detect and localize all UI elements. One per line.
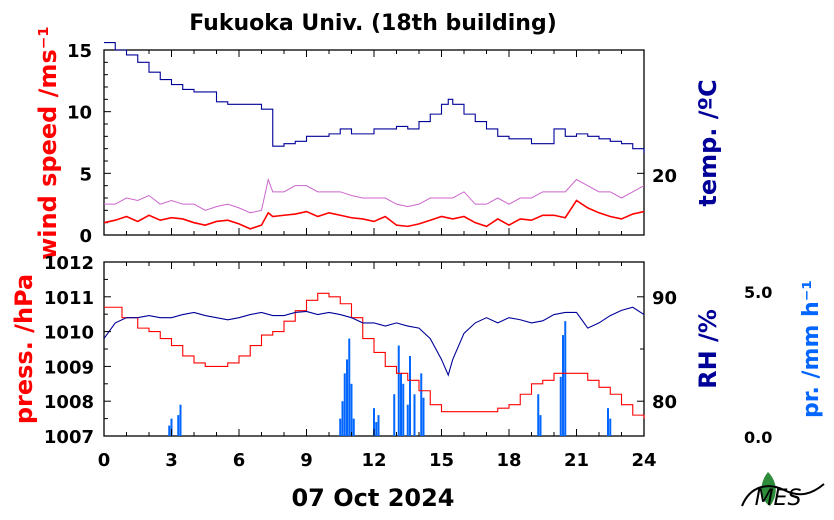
pressure-tick-label: 1011 — [44, 288, 94, 309]
precipitation-bar — [537, 394, 540, 436]
wind-speed-tick-label: 15 — [67, 41, 92, 62]
precipitation-bar — [375, 422, 378, 436]
pressure-tick-label: 1007 — [44, 427, 94, 448]
precipitation-bar — [177, 415, 180, 436]
precipitation-tick-zero: 0.0 — [744, 428, 772, 447]
precipitation-bar — [170, 418, 173, 436]
top-panel-ticks — [103, 49, 645, 236]
precipitation-bar — [400, 373, 402, 436]
pressure-line — [104, 292, 645, 419]
hour-tick-label: 15 — [429, 450, 454, 471]
date-label: 07 Oct 2024 — [291, 484, 454, 512]
humidity-axis-label: RH /% — [694, 309, 722, 389]
wind-speed-line — [103, 199, 645, 230]
temperature-axis-label: temp. /ºC — [694, 79, 722, 206]
wind-speed-tick-label: 10 — [67, 103, 92, 124]
pressure-tick-label: 1010 — [44, 323, 94, 344]
wind-speed-series — [103, 199, 645, 230]
precipitation-bar — [350, 383, 353, 436]
wind-speed-tick-label: 5 — [79, 164, 92, 185]
hour-tick-label: 0 — [98, 450, 111, 471]
precipitation-bar — [409, 355, 411, 436]
precipitation-bar — [352, 418, 355, 436]
temperature-line — [104, 42, 645, 154]
chart-title: Fukuoka Univ. (18th building) — [189, 11, 557, 36]
wind-speed-raw-line — [104, 177, 645, 214]
hour-tick-label: 6 — [233, 450, 246, 471]
top-panel-frame — [103, 49, 645, 236]
hour-tick-label: 3 — [165, 450, 178, 471]
pressure-tick-label: 1012 — [44, 253, 94, 274]
precipitation-bar — [562, 335, 564, 436]
precipitation-bar — [343, 373, 346, 436]
wind-speed-raw-series — [104, 177, 645, 214]
precipitation-bar — [420, 373, 423, 436]
precipitation-bar — [406, 404, 409, 436]
hour-tick-label: 12 — [361, 450, 386, 471]
logo-swoosh-icon — [741, 483, 825, 507]
humidity-tick-label: 90 — [652, 288, 677, 309]
temperature-tick-label: 20 — [652, 166, 677, 187]
precipitation-bar — [168, 425, 171, 436]
precipitation-bar — [179, 404, 182, 436]
humidity-tick-labels: 80 90 — [652, 288, 677, 413]
hour-tick-labels: 0 3 6 9 12 15 18 21 24 — [98, 450, 657, 471]
hour-tick-label: 18 — [496, 450, 521, 471]
pressure-series — [104, 292, 645, 419]
precipitation-bar — [607, 408, 609, 436]
precipitation-bar — [346, 359, 348, 436]
pressure-tick-labels: 1007 1008 1009 1010 1011 1012 — [44, 253, 94, 448]
precipitation-bar — [339, 418, 342, 436]
precipitation-axis-label: pr. /mm h⁻¹ — [799, 280, 824, 418]
precipitation-bar — [413, 394, 416, 436]
precipitation-series — [168, 321, 612, 436]
precipitation-bar — [348, 338, 351, 436]
pressure-tick-label: 1009 — [44, 357, 94, 378]
precipitation-bar — [564, 321, 567, 436]
wind-speed-axis-label: wind speed /ms⁻¹ — [34, 26, 62, 260]
logo-leaf-icon — [761, 472, 776, 506]
precipitation-bar — [402, 383, 405, 436]
wind-speed-tick-labels: 0 5 10 15 — [67, 41, 92, 247]
bottom-panel-ticks — [103, 261, 645, 437]
precipitation-bar — [422, 397, 425, 436]
precipitation-bar — [341, 401, 344, 436]
precipitation-bar — [559, 376, 562, 436]
precipitation-bar — [397, 345, 400, 436]
precipitation-tick-high: 5.0 — [744, 283, 772, 302]
precipitation-bar — [373, 408, 375, 436]
mes-logo: MES — [741, 472, 825, 511]
precipitation-bar — [609, 418, 612, 436]
humidity-tick-label: 80 — [652, 392, 677, 413]
wind-speed-tick-label: 0 — [79, 226, 92, 247]
precipitation-bar — [377, 415, 380, 436]
pressure-axis-label: press. /hPa — [10, 274, 38, 424]
logo-text: MES — [755, 486, 802, 511]
top-panel: 0 5 10 15 20 wind speed /ms⁻¹ temp. /ºC — [34, 26, 722, 260]
relative-humidity-line — [103, 306, 645, 377]
hour-tick-label: 21 — [564, 450, 589, 471]
precipitation-bar — [393, 394, 396, 436]
hour-tick-label: 9 — [300, 450, 313, 471]
hour-tick-label: 24 — [631, 450, 656, 471]
temperature-series — [104, 42, 645, 154]
pressure-tick-label: 1008 — [44, 392, 94, 413]
relative-humidity-series — [103, 306, 645, 377]
precipitation-bar — [539, 415, 542, 436]
bottom-panel: 1007 1008 1009 1010 1011 1012 80 90 0 3 6 9 12 15 18… — [10, 253, 824, 471]
